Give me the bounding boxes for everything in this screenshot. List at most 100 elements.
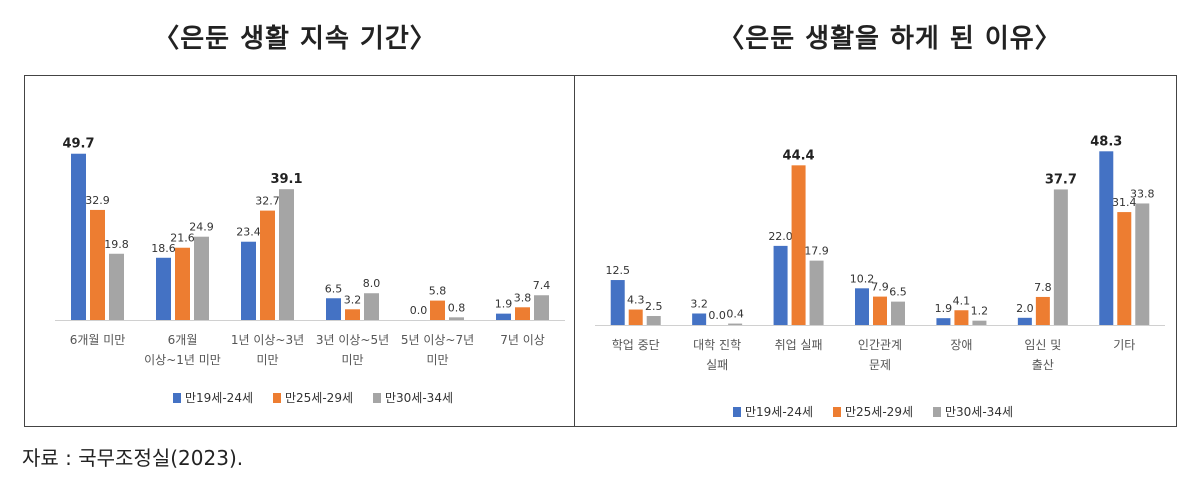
bar-3-2 xyxy=(194,236,209,320)
bar-3-1 xyxy=(646,316,661,325)
bar-2-5 xyxy=(430,300,445,320)
category-label: 인간관계 xyxy=(858,338,902,352)
data-label: 0.0 xyxy=(708,309,726,322)
data-label: 6.5 xyxy=(325,282,343,295)
bar-3-7 xyxy=(1135,203,1150,325)
data-label: 7.4 xyxy=(533,279,551,292)
data-label: 4.1 xyxy=(953,294,971,307)
legend-swatch xyxy=(173,393,181,403)
category-label: 문제 xyxy=(869,358,891,372)
category-label: 이상~1년 미만 xyxy=(144,353,221,367)
category-label: 미만 xyxy=(426,353,448,367)
data-label: 22.0 xyxy=(768,230,793,243)
category-label: 미만 xyxy=(256,353,278,367)
data-label: 4.3 xyxy=(627,294,645,307)
data-label: 2.0 xyxy=(1016,302,1034,315)
bar-1-4 xyxy=(326,298,341,320)
category-label: 실패 xyxy=(706,358,728,372)
category-label: 6개월 xyxy=(168,333,198,347)
legend-swatch xyxy=(833,407,841,417)
data-label: 31.4 xyxy=(1112,196,1137,209)
category-label: 7년 이상 xyxy=(500,333,545,347)
data-label: 33.8 xyxy=(1130,187,1155,200)
data-label: 23.4 xyxy=(236,226,261,239)
bar-2-6 xyxy=(1035,296,1050,325)
legend-label: 만19세-24세 xyxy=(745,405,813,419)
data-label: 3.2 xyxy=(690,297,708,310)
chart-title-right: 〈은둔 생활을 하게 된 이유〉 xyxy=(718,24,1062,54)
data-label: 21.6 xyxy=(170,232,195,245)
bar-3-6 xyxy=(534,295,549,320)
category-label: 장애 xyxy=(950,338,972,352)
data-label: 48.3 xyxy=(1090,134,1122,149)
category-label: 임신 및 xyxy=(1024,338,1061,352)
category-label: 대학 진학 xyxy=(693,338,741,352)
bar-3-1 xyxy=(109,253,124,320)
category-label: 미만 xyxy=(341,353,363,367)
data-label: 7.8 xyxy=(1034,281,1052,294)
bar-1-3 xyxy=(773,245,788,325)
chart-title-left: 〈은둔 생활 지속 기간〉 xyxy=(153,24,437,54)
category-label: 출산 xyxy=(1032,358,1054,372)
data-label: 17.9 xyxy=(804,245,829,258)
bar-1-2 xyxy=(692,313,707,325)
bar-1-6 xyxy=(1017,317,1032,325)
category-label: 기타 xyxy=(1113,338,1135,352)
bar-3-4 xyxy=(891,301,905,325)
data-label: 12.5 xyxy=(605,264,630,277)
legend-label: 만25세-29세 xyxy=(285,391,353,405)
bar-2-5 xyxy=(954,310,969,325)
chart-panel-reasons: 12.5 4.3 2.5 학업 중단 3.2 0.0 0.4 대학 진학 실패 22.0 44.4 1… xyxy=(574,75,1177,427)
category-label: 5년 이상~7년 xyxy=(401,333,474,347)
bar-3-6 xyxy=(1053,189,1068,325)
bar-1-5 xyxy=(936,318,951,325)
data-label: 37.7 xyxy=(1045,172,1077,187)
legend-label: 만30세-34세 xyxy=(945,405,1013,419)
bar-2-6 xyxy=(515,307,530,320)
bar-3-4 xyxy=(364,293,379,320)
bar-1-1 xyxy=(71,153,86,320)
bar-1-3 xyxy=(241,241,256,320)
bar-2-3 xyxy=(791,165,806,325)
data-label: 6.5 xyxy=(889,286,907,299)
data-label: 18.6 xyxy=(151,242,176,255)
data-label: 10.2 xyxy=(850,272,875,285)
data-label: 5.8 xyxy=(429,285,447,298)
chart-panel-duration: 49.7 32.9 19.8 6개월 미만 18.6 21.6 24.9 6개월 이상~1년 미… xyxy=(24,75,575,427)
data-label: 1.9 xyxy=(935,302,953,315)
bar-2-4 xyxy=(873,296,887,325)
bar-2-4 xyxy=(345,309,360,320)
data-label: 0.4 xyxy=(726,308,744,321)
bar-3-2 xyxy=(728,323,743,325)
legend-swatch xyxy=(273,393,281,403)
data-label: 49.7 xyxy=(62,137,94,152)
bar-1-6 xyxy=(496,313,511,320)
data-label: 2.5 xyxy=(645,300,663,313)
bar-1-4 xyxy=(855,288,869,325)
legend-label: 만19세-24세 xyxy=(185,391,253,405)
data-label: 24.9 xyxy=(189,221,214,234)
data-label: 8.0 xyxy=(363,277,381,290)
category-label: 6개월 미만 xyxy=(70,333,126,347)
bar-2-1 xyxy=(628,309,643,325)
bar-2-2 xyxy=(175,247,190,320)
category-label: 학업 중단 xyxy=(612,338,660,352)
data-label: 1.9 xyxy=(495,298,513,311)
data-label: 7.9 xyxy=(871,281,889,294)
bar-3-3 xyxy=(279,189,294,320)
bar-3-3 xyxy=(809,260,824,325)
category-label: 취업 실패 xyxy=(775,338,823,352)
legend-label: 만25세-29세 xyxy=(845,405,913,419)
category-label: 1년 이상~3년 xyxy=(231,333,304,347)
legend-swatch xyxy=(933,407,941,417)
data-label: 0.0 xyxy=(410,304,428,317)
data-label: 19.8 xyxy=(104,238,129,251)
bar-1-7 xyxy=(1099,151,1114,325)
bar-2-3 xyxy=(260,210,275,320)
data-label: 3.2 xyxy=(344,293,362,306)
bar-1-2 xyxy=(156,257,171,320)
bar-2-7 xyxy=(1117,212,1132,325)
bar-2-1 xyxy=(90,209,105,320)
